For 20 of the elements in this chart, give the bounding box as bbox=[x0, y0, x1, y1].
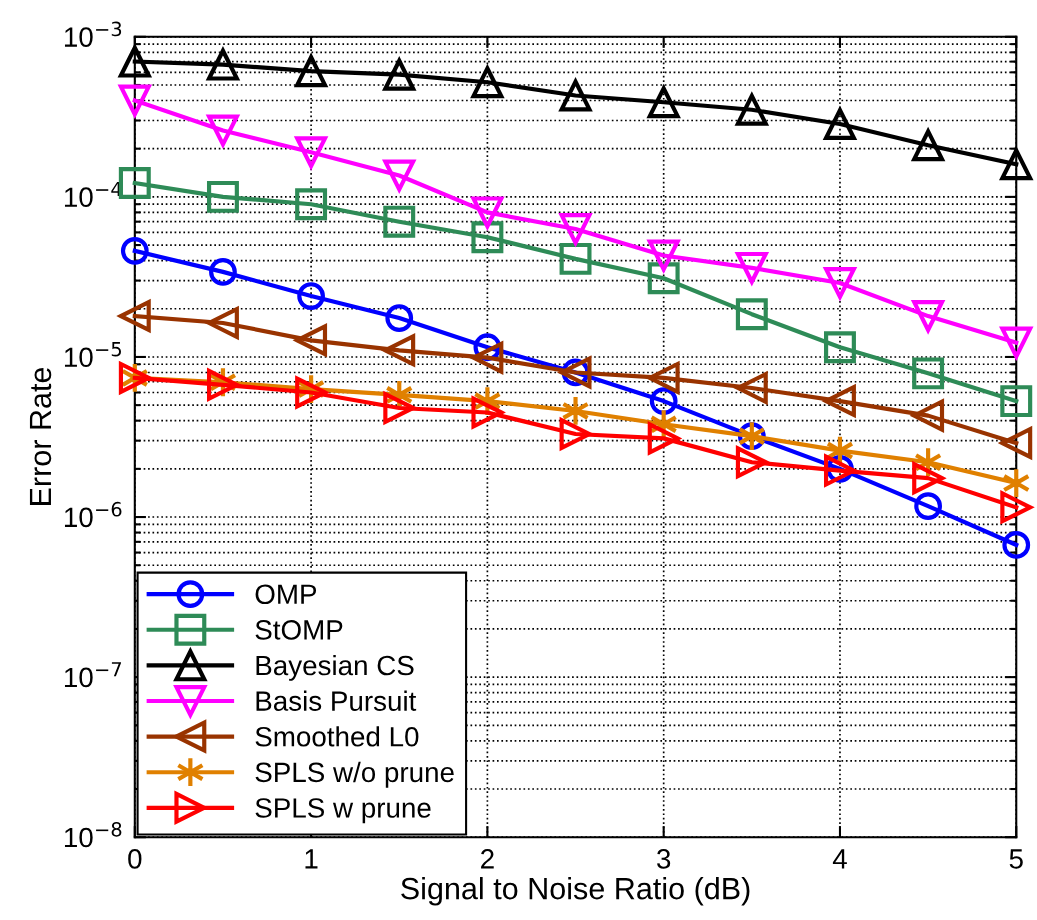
legend-label: StOMP bbox=[255, 620, 343, 640]
y-axis-title: Error Rate bbox=[29, 367, 52, 505]
x-axis-title: Signal to Noise Ratio (dB) bbox=[401, 876, 750, 906]
x-tick-label: 1 bbox=[305, 849, 318, 869]
legend-label: Bayesian CS bbox=[256, 654, 414, 681]
legend-label: Basis Pursuit bbox=[256, 690, 417, 711]
legend-label: Smoothed L0 bbox=[255, 726, 419, 747]
x-tick-label: 5 bbox=[1009, 849, 1023, 869]
legend-label: SPLS w/o prune bbox=[255, 761, 454, 788]
y-tick-label: 10$^{−8}$ bbox=[64, 821, 122, 848]
x-tick-label: 3 bbox=[657, 849, 671, 869]
y-tick-label: 10$^{−3}$ bbox=[64, 21, 122, 47]
legend-label: OMP bbox=[255, 584, 317, 605]
x-tick-label: 0 bbox=[128, 849, 142, 869]
y-tick-label: 10$^{−5}$ bbox=[64, 342, 121, 368]
legend-label: SPLS w prune bbox=[255, 798, 431, 824]
x-tick-label: 4 bbox=[832, 849, 847, 869]
y-tick-label: 10$^{−6}$ bbox=[64, 501, 122, 528]
x-tick-label: 2 bbox=[481, 849, 494, 869]
y-tick-label: 10$^{−7}$ bbox=[64, 662, 122, 688]
